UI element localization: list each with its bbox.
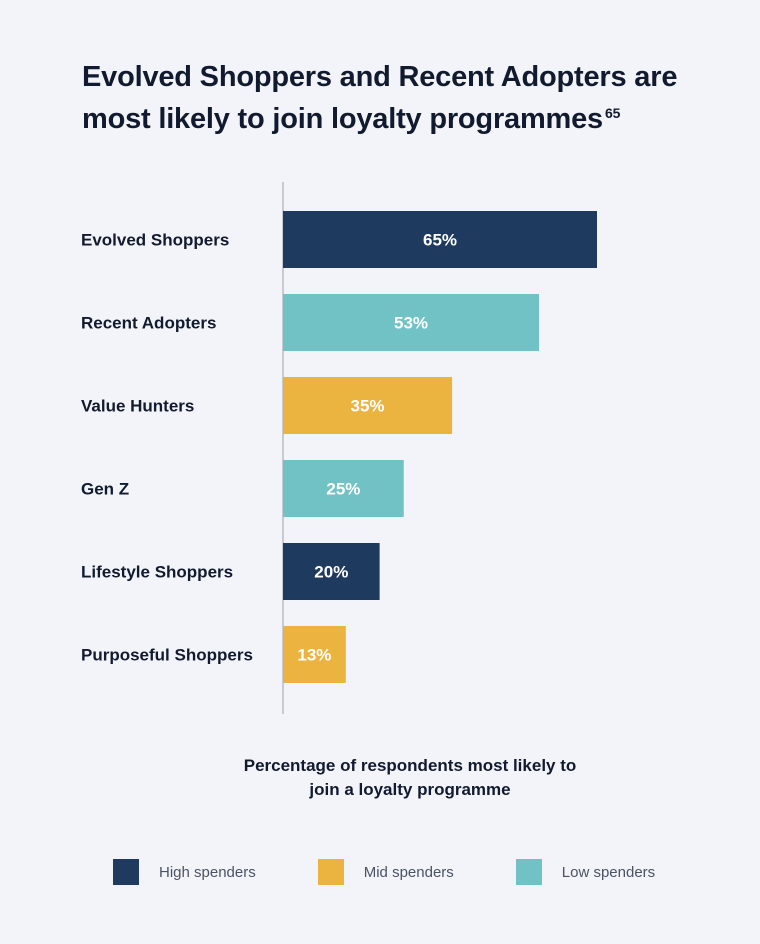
category-label-purposeful-shoppers: Purposeful Shoppers bbox=[81, 646, 253, 665]
legend: High spenders Mid spenders Low spenders bbox=[113, 859, 655, 885]
bar-lifestyle-shoppers bbox=[283, 543, 380, 600]
legend-swatch-mid-spenders bbox=[317, 859, 344, 885]
bar-purposeful-shoppers bbox=[283, 626, 346, 683]
data-label-purposeful-shoppers: 13% bbox=[297, 646, 331, 665]
bar-recent-adopters bbox=[283, 294, 540, 351]
legend-label-mid-spenders: Mid spenders bbox=[363, 863, 454, 881]
bars-group: 65% Evolved Shoppers 53% Recent Adopters 35%… bbox=[81, 211, 597, 683]
chart-title-text: Evolved Shoppers and Recent Adopters are… bbox=[82, 61, 678, 135]
legend-item-mid-spenders: Mid spenders bbox=[317, 859, 454, 885]
chart-title: Evolved Shoppers and Recent Adopters are… bbox=[82, 56, 722, 140]
data-label-value-hunters: 35% bbox=[351, 397, 385, 416]
category-label-value-hunters: Value Hunters bbox=[81, 397, 194, 416]
bar-chart: 65% Evolved Shoppers 53% Recent Adopters 35%… bbox=[81, 182, 597, 714]
bar-gen-z bbox=[283, 460, 404, 517]
data-label-recent-adopters: 53% bbox=[394, 314, 428, 333]
legend-swatch-high-spenders bbox=[113, 859, 139, 885]
legend-swatch-low-spenders bbox=[515, 859, 542, 885]
data-label-gen-z: 25% bbox=[326, 480, 360, 499]
legend-label-low-spenders: Low spenders bbox=[561, 863, 656, 881]
data-label-evolved-shoppers: 65% bbox=[423, 231, 457, 250]
bar-value-hunters bbox=[283, 377, 453, 434]
bar-evolved-shoppers bbox=[283, 211, 597, 268]
category-label-lifestyle-shoppers: Lifestyle Shoppers bbox=[81, 563, 233, 582]
category-label-gen-z: Gen Z bbox=[81, 480, 129, 499]
x-axis-title: Percentage of respondents most likely to… bbox=[243, 756, 577, 799]
legend-item-high-spenders: High spenders bbox=[113, 859, 256, 885]
category-label-recent-adopters: Recent Adopters bbox=[81, 314, 216, 333]
category-label-evolved-shoppers: Evolved Shoppers bbox=[81, 231, 229, 250]
title-footnote: 65 bbox=[605, 105, 621, 121]
legend-label-high-spenders: High spenders bbox=[159, 863, 256, 881]
legend-item-low-spenders: Low spenders bbox=[515, 859, 656, 885]
data-label-lifestyle-shoppers: 20% bbox=[314, 563, 348, 582]
